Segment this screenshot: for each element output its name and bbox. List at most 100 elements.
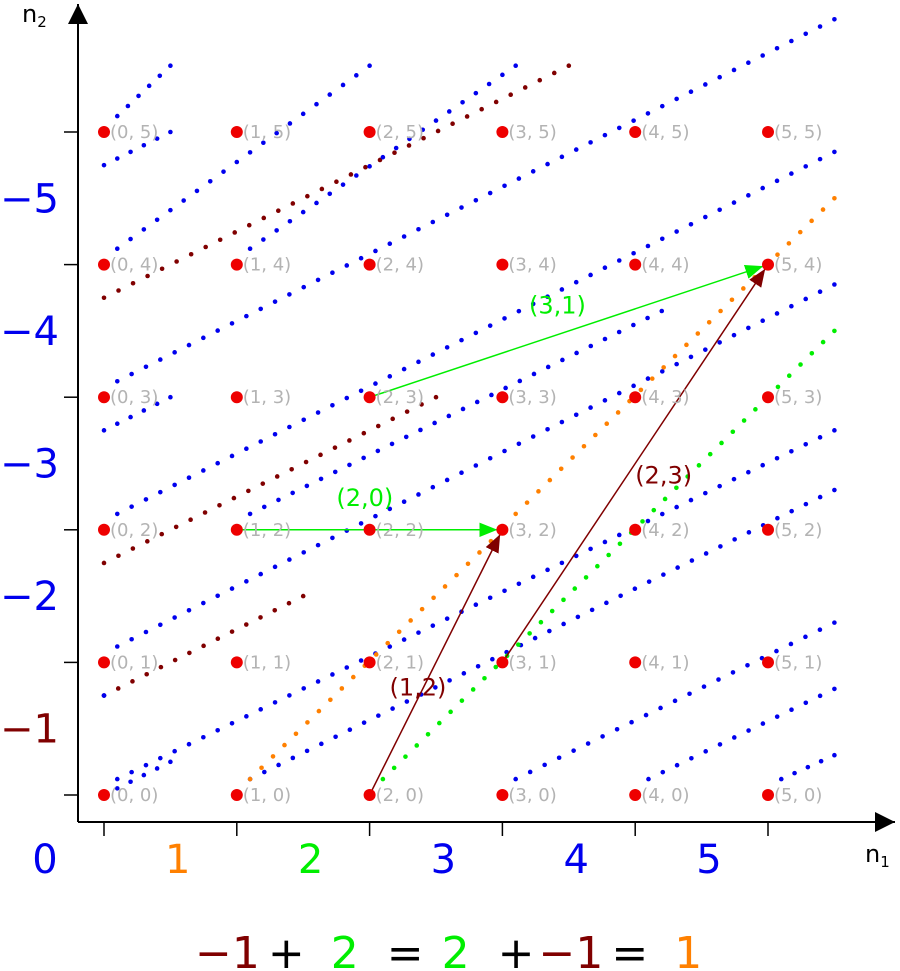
dotted-line-17-dot (703, 749, 708, 754)
dotted-line-10-dot (373, 248, 378, 254)
dotted-line-11-dot (114, 246, 120, 251)
dotted-line-20-dot (684, 342, 689, 348)
dotted-line-14-dot (460, 406, 466, 412)
dotted-line-10-dot (301, 284, 307, 290)
dotted-line-10-dot (516, 176, 522, 181)
dotted-line-13-dot (604, 600, 609, 606)
dotted-line-3-dot (522, 85, 528, 90)
dotted-line-21-dot (572, 586, 578, 591)
dotted-line-10-dot (186, 342, 192, 348)
dotted-line-8-dot (487, 455, 493, 461)
lattice-point-label: (1, 2) (243, 520, 291, 541)
dotted-line-10-dot (789, 38, 794, 44)
dotted-line-10-dot (803, 31, 809, 37)
dotted-line-9-dot (215, 460, 220, 466)
dotted-line-20-dot (718, 308, 723, 314)
dotted-line-9-dot (430, 352, 436, 357)
side-number: −5 (0, 176, 59, 222)
dotted-line-8-dot (602, 398, 608, 403)
lattice-point (98, 656, 110, 669)
bottom-number: 3 (431, 837, 456, 883)
dotted-line-1-dot (144, 671, 149, 677)
dotted-line-8-dot (703, 347, 708, 352)
dotted-line-17-dot (803, 700, 809, 706)
dotted-line-5-dot (141, 142, 147, 148)
dotted-line-5-dot (128, 149, 133, 155)
lattice-point (762, 391, 774, 404)
dotted-line-10-dot (588, 140, 593, 145)
lattice-point-label: (3, 3) (508, 387, 556, 408)
dotted-line-3-dot (305, 193, 310, 199)
dotted-line-20-dot (832, 196, 837, 201)
dotted-line-7-dot (129, 769, 134, 775)
dotted-line-8-dot (832, 282, 837, 287)
dotted-line-17-dot (674, 762, 680, 768)
lattice-point-label: (2, 4) (376, 255, 424, 276)
dotted-line-10-dot (631, 118, 636, 123)
dotted-line-8-dot (616, 390, 622, 396)
bottom-number: 2 (298, 837, 323, 883)
dotted-line-14-dot (361, 455, 366, 461)
dotted-line-17-dot (817, 693, 823, 699)
dotted-line-19-dot (316, 708, 322, 714)
dotted-line-9-dot (272, 431, 278, 437)
vectors: (2,0) (3,1) (1,2) (2,3) (236, 265, 766, 796)
dotted-line-20-dot (615, 410, 621, 415)
dotted-line-8-dot (559, 419, 565, 425)
dotted-line-7-dot (387, 644, 393, 649)
dotted-line-20-dot (797, 229, 803, 235)
dotted-line-21-dot (753, 407, 758, 412)
dotted-line-10-dot (358, 255, 364, 261)
dotted-line-14-dot (560, 357, 565, 363)
dotted-line-14-dot (659, 308, 665, 314)
dotted-line-10-dot (545, 161, 550, 167)
dotted-line-8-dot (416, 492, 421, 497)
dotted-line-9-dot (186, 475, 192, 480)
lattice-point (230, 789, 243, 801)
dotted-line-7-dot (444, 616, 450, 621)
lattice-point (98, 126, 110, 138)
dotted-line-19-dot (339, 686, 345, 691)
lattice-point-label: (2, 2) (376, 520, 424, 541)
dotted-line-19-dot (305, 720, 310, 725)
dotted-line-10-dot (559, 154, 565, 160)
dotted-line-14-dot (276, 497, 281, 503)
dotted-line-15-dot (460, 99, 465, 105)
dotted-line-9-dot (416, 359, 421, 365)
dotted-line-16-dot (542, 762, 547, 768)
dotted-line-15-dot (380, 154, 386, 160)
dotted-line-19-dot (396, 629, 402, 635)
dotted-line-13-dot (732, 537, 737, 542)
dotted-line-16-dot (643, 712, 649, 718)
dotted-line-0-dot (128, 779, 133, 785)
dotted-line-16-dot (585, 741, 591, 746)
dotted-line-7-dot (114, 776, 120, 782)
dotted-line-9-dot (473, 330, 479, 336)
dotted-line-14-dot (489, 392, 494, 398)
lattice-point (98, 391, 110, 404)
dotted-line-2-dot (130, 546, 136, 551)
dotted-line-7-dot (516, 581, 522, 587)
dotted-line-9-dot (774, 178, 780, 184)
lattice-point (762, 656, 774, 669)
dotted-line-10-dot (287, 292, 292, 297)
dotted-line-8-dot (315, 542, 321, 548)
dotted-line-19-dot (270, 754, 276, 759)
dotted-line-19-dot (454, 572, 459, 578)
dotted-line-6-dot (101, 693, 107, 698)
dotted-line-13-dot (376, 713, 381, 718)
dotted-line-15-dot (393, 145, 399, 151)
dotted-line-11-dot (221, 169, 226, 174)
x-axis-label: n1 (865, 840, 890, 871)
lattice-point (363, 391, 376, 404)
dotted-line-7-dot (186, 741, 192, 747)
dotted-line-7-dot (703, 490, 708, 496)
lattice-point (496, 523, 509, 536)
side-number: −1 (0, 707, 59, 753)
dotted-line-15-dot (274, 228, 279, 233)
dotted-line-7-dot (430, 623, 436, 628)
dotted-line-20-dot (536, 489, 541, 494)
dotted-line-14-dot (446, 413, 452, 419)
dotted-line-21-dot (391, 765, 397, 771)
dotted-line-2-dot (217, 502, 222, 508)
